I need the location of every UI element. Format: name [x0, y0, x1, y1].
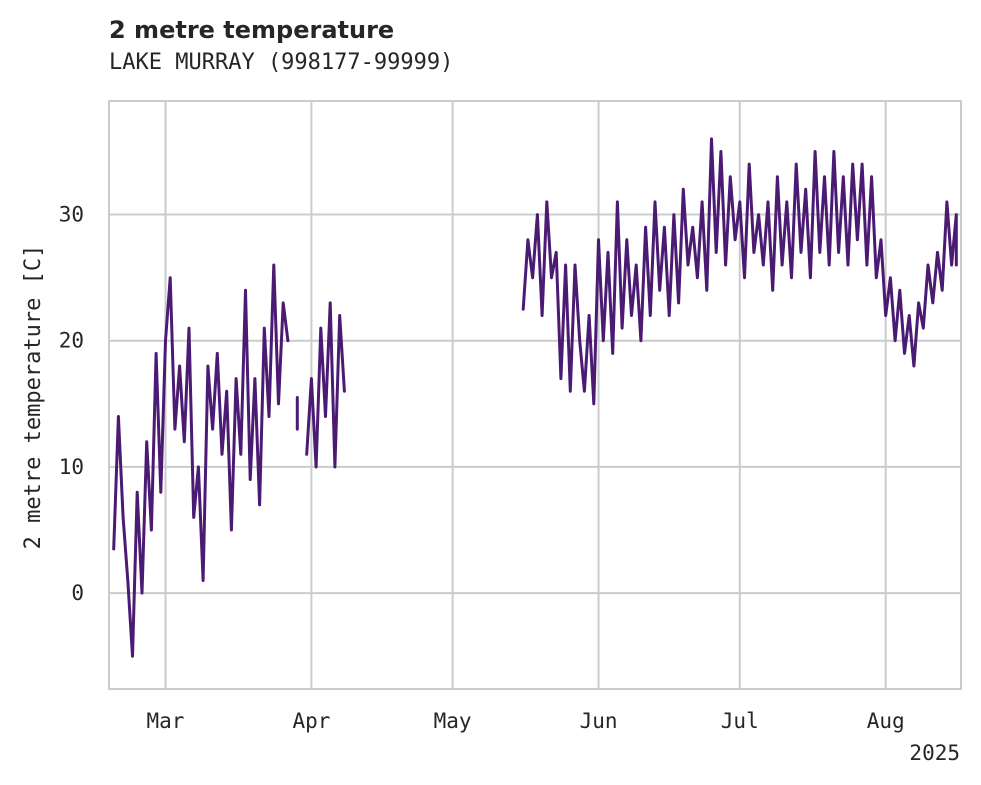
series-line-segment — [521, 137, 958, 406]
y-tick-labels: 0 10 20 30 — [59, 203, 84, 606]
x-tick-label: May — [434, 709, 472, 733]
series-line-segment — [305, 301, 346, 469]
plot-frame — [108, 100, 962, 690]
x-tick-label: Apr — [292, 709, 330, 733]
x-offset-label: 2025 — [909, 741, 960, 765]
x-tick-label: Aug — [867, 709, 905, 733]
x-tick-label: Mar — [147, 709, 185, 733]
y-tick-label: 20 — [59, 329, 84, 353]
x-tick-label: Jun — [580, 709, 618, 733]
y-tick-label: 0 — [71, 581, 84, 605]
y-tick-label: 30 — [59, 203, 84, 227]
chart-subtitle: LAKE MURRAY (998177-99999) — [109, 50, 454, 75]
x-tick-label: Jul — [721, 709, 759, 733]
series-line-segment — [112, 263, 290, 658]
x-tick-labels: Mar Apr May Jun Jul Aug — [147, 709, 905, 733]
y-tick-label: 10 — [59, 455, 84, 479]
chart-title: 2 metre temperature — [109, 16, 395, 44]
y-axis-label: 2 metre temperature [C] — [21, 245, 46, 550]
series-line — [112, 137, 958, 658]
